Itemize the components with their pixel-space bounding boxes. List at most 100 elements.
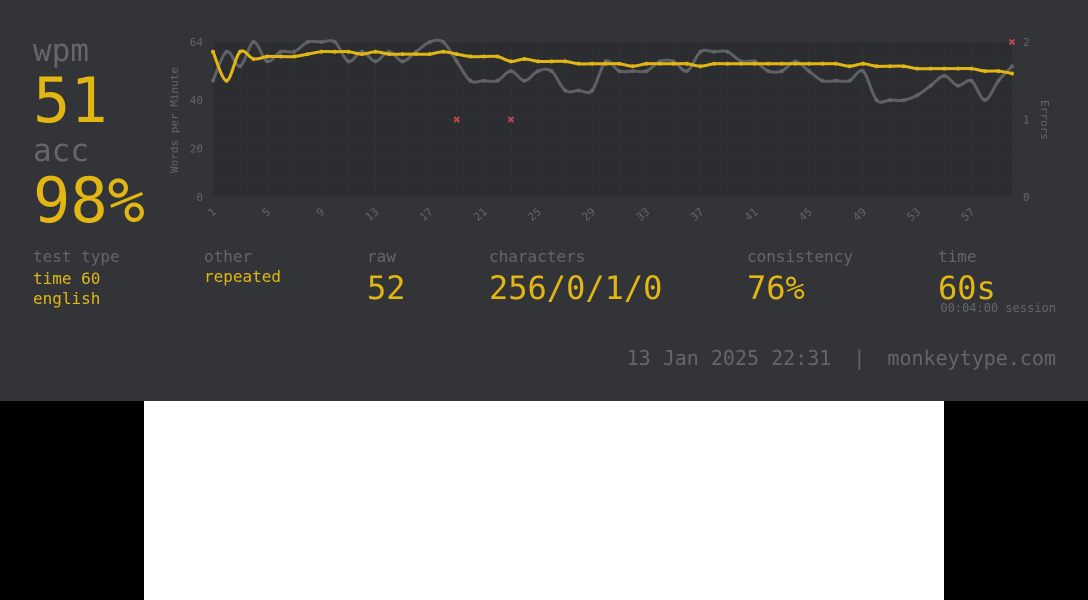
raw-series-point	[508, 69, 513, 74]
raw-series-point	[278, 49, 283, 54]
wpm-series-point	[508, 59, 513, 64]
y2-tick-label: 0	[1023, 191, 1030, 204]
raw-series-point	[481, 78, 486, 83]
raw-series-point	[563, 88, 568, 93]
wpm-series-point	[468, 54, 473, 59]
raw-series-point	[684, 69, 689, 74]
raw-series-point	[590, 88, 595, 93]
raw-series-point	[996, 78, 1001, 83]
raw-series-point	[901, 98, 906, 103]
raw-series-point	[495, 78, 500, 83]
raw-series-point	[915, 93, 920, 98]
wpm-series-point	[698, 64, 703, 69]
wpm-series-point	[603, 61, 608, 66]
raw-series-point	[346, 59, 351, 64]
acc-value: 98%	[33, 164, 145, 237]
wpm-series-point	[278, 54, 283, 59]
consistency-value: 76%	[747, 269, 805, 307]
time-value: 60s	[938, 269, 996, 307]
wpm-series-point	[779, 61, 784, 66]
raw-label: raw	[367, 247, 396, 266]
raw-series-point	[820, 78, 825, 83]
wpm-series-point	[441, 49, 446, 54]
wpm-series-point	[211, 49, 215, 54]
x-tick-label: 17	[417, 205, 436, 223]
wpm-series-point	[752, 61, 757, 66]
x-tick-label: 37	[688, 205, 707, 223]
wpm-series-point	[861, 61, 866, 66]
wpm-series-point	[359, 52, 364, 57]
test-type-label: test type	[33, 247, 120, 266]
wpm-series-point	[563, 59, 568, 64]
wpm-series-point	[630, 64, 635, 69]
raw-series-point	[305, 40, 310, 44]
wpm-series-point	[928, 66, 933, 71]
wpm-series-point	[454, 52, 459, 57]
x-tick-label: 5	[260, 205, 273, 219]
wpm-series-point	[969, 66, 974, 71]
raw-series-point	[806, 69, 811, 74]
x-tick-label: 13	[363, 205, 382, 223]
session-time: 00:04:00 session	[940, 301, 1056, 315]
raw-series-point	[617, 69, 622, 74]
raw-series-point	[400, 59, 405, 64]
raw-series-point	[251, 40, 256, 44]
wpm-series-point	[373, 49, 378, 54]
x-tick-label: 45	[796, 205, 815, 223]
x-tick-label: 25	[525, 205, 544, 223]
raw-series-point	[955, 83, 960, 88]
wpm-series-point	[346, 49, 351, 54]
raw-series-point	[332, 40, 337, 44]
raw-series-point	[725, 49, 730, 54]
wpm-series-point	[657, 61, 662, 66]
chart-grid	[212, 41, 1012, 198]
y2-axis-title: Errors	[1038, 100, 1051, 140]
wpm-series-point	[319, 49, 324, 54]
footer-separator: |	[853, 346, 866, 370]
wpm-series-point	[671, 61, 676, 66]
wpm-series-point	[820, 61, 825, 66]
y-tick-label: 0	[196, 191, 203, 204]
raw-series-point	[644, 69, 649, 74]
raw-series-point	[211, 78, 215, 83]
wpm-series-point	[265, 54, 270, 59]
raw-series-point	[928, 83, 933, 88]
footer: 13 Jan 2025 22:31 | monkeytype.com	[627, 348, 1056, 368]
x-tick-label: 53	[905, 205, 924, 223]
time-label: time	[938, 247, 977, 266]
raw-series-point	[630, 69, 635, 74]
wpm-series-point	[400, 52, 405, 57]
test-type-language: english	[33, 289, 101, 308]
wpm-series-point	[833, 61, 838, 66]
x-tick-label: 9	[314, 205, 327, 219]
wpm-series-point	[617, 61, 622, 66]
raw-series-point	[468, 78, 473, 83]
wpm-series-point	[305, 52, 310, 57]
raw-series-point	[224, 49, 229, 54]
wpm-series-point	[739, 61, 744, 66]
raw-series-point	[454, 59, 459, 64]
wpm-series-point	[982, 69, 987, 74]
raw-series-point	[779, 69, 784, 74]
wpm-series-point	[766, 61, 771, 66]
error-marker	[453, 116, 460, 123]
raw-value: 52	[367, 269, 406, 307]
raw-series-point	[861, 69, 866, 74]
x-tick-label: 41	[742, 205, 761, 223]
error-marker	[507, 116, 515, 123]
y-tick-label: 20	[190, 143, 203, 156]
raw-series-point	[373, 59, 378, 64]
x-tick-label: 57	[959, 205, 978, 223]
x-tick-label: 49	[850, 205, 869, 223]
raw-series-point	[833, 78, 838, 83]
raw-series-point	[549, 69, 554, 74]
x-tick-label: 29	[580, 205, 599, 223]
raw-series-point	[942, 73, 947, 78]
wpm-series-point	[942, 66, 947, 71]
error-marker	[1008, 38, 1016, 46]
raw-series-point	[982, 98, 987, 103]
consistency-label: consistency	[747, 247, 853, 266]
wpm-series-point	[888, 64, 893, 69]
wpm-value: 51	[33, 64, 108, 137]
wpm-series-point	[481, 54, 486, 59]
